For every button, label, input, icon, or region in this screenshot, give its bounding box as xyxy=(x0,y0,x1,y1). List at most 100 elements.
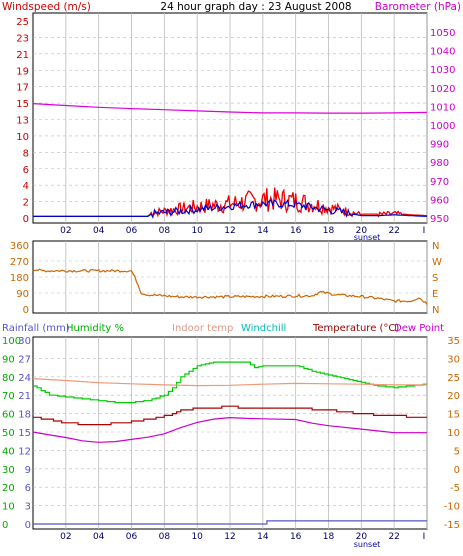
temperature-tick: 35 xyxy=(447,336,460,347)
rainfall-tick: 0 xyxy=(25,520,31,531)
rainfall-tick: 18 xyxy=(18,410,31,421)
rainfall-tick: 15 xyxy=(18,428,31,439)
hour-label: 08 xyxy=(159,532,171,542)
direction-panel-grid xyxy=(33,241,428,313)
hour-label: 16 xyxy=(290,532,302,542)
direction-line xyxy=(32,268,428,305)
rainfall-tick: 12 xyxy=(18,446,31,457)
humidity-tick-labels: 0 10 20 30 40 50 60 70 80 90 100 xyxy=(2,336,21,531)
hour-label: 06 xyxy=(126,532,138,542)
rainfall-tick: 21 xyxy=(18,391,31,402)
windspeed-tick: 4 xyxy=(23,181,29,192)
wind-line xyxy=(33,198,428,219)
windspeed-tick: 8 xyxy=(23,148,29,159)
windspeed-tick: 25 xyxy=(16,17,29,28)
windchill-label: Windchill xyxy=(241,323,286,334)
direction-degree-tick: 180 xyxy=(10,273,29,284)
rainfall-tick: 24 xyxy=(18,373,31,384)
humidity-tick: 100 xyxy=(2,336,21,347)
indoor-line xyxy=(32,378,427,387)
humidity-tick: 40 xyxy=(2,446,15,457)
windspeed-tick: 10 xyxy=(16,132,29,143)
direction-compass-tick: N xyxy=(432,305,439,316)
hour-label: 02 xyxy=(60,532,71,542)
rainfall-axis-title: Rainfall (mm) xyxy=(2,323,70,334)
hour-label: 14 xyxy=(257,226,269,236)
wind-panel-hour-labels: 02 04 06 08 10 12 14 16 18 20 22 I xyxy=(60,226,425,236)
temperature-panel-series xyxy=(32,361,427,525)
hour-label: 10 xyxy=(191,226,203,236)
windspeed-tick: 13 xyxy=(16,116,29,127)
hour-label: 10 xyxy=(191,532,203,542)
barometer-line xyxy=(32,103,428,114)
humidity-tick: 60 xyxy=(2,410,15,421)
hour-label: 20 xyxy=(356,226,368,236)
hour-label: 18 xyxy=(323,532,335,542)
rainfall-tick: 27 xyxy=(18,354,31,365)
windspeed-tick-labels: 0 2 4 6 8 10 13 15 17 19 21 23 25 xyxy=(16,17,29,225)
direction-degree-tick: 90 xyxy=(16,289,29,300)
barometer-tick: 1000 xyxy=(430,121,455,132)
direction-compass-tick: N xyxy=(432,241,439,252)
direction-compass-tick: S xyxy=(432,273,438,284)
hour-label: 14 xyxy=(257,532,269,542)
barometer-tick: 1020 xyxy=(430,84,455,95)
humidity-line xyxy=(33,361,427,404)
hour-label: 20 xyxy=(356,532,368,542)
humidity-tick: 50 xyxy=(2,428,15,439)
barometer-tick: 950 xyxy=(430,214,449,225)
humidity-tick: 80 xyxy=(2,373,15,384)
direction-compass-tick: W xyxy=(432,257,442,268)
temperature-panel-hour-labels: 02 04 06 08 10 12 14 16 18 20 22 I xyxy=(60,532,425,542)
windspeed-tick: 17 xyxy=(16,83,29,94)
direction-degree-labels: 0 90 180 270 360 xyxy=(10,241,29,316)
temperature-axis-title: Temperature (°C) xyxy=(312,323,399,334)
temperature-panel-sunset-label: sunset xyxy=(354,540,381,549)
barometer-tick: 1030 xyxy=(430,65,455,76)
dewpoint-line xyxy=(32,416,427,443)
windspeed-tick: 19 xyxy=(16,66,29,77)
hour-label: 08 xyxy=(159,226,171,236)
hour-label: 06 xyxy=(126,226,138,236)
temperature-tick: -10 xyxy=(444,502,460,513)
indoor-temp-label: Indoor temp xyxy=(172,323,233,334)
temperature-tick: 0 xyxy=(454,465,460,476)
barometer-axis-title: Barometer (hPa) xyxy=(375,1,461,13)
humidity-tick: 0 xyxy=(2,520,8,531)
rainfall-tick: 3 xyxy=(25,502,31,513)
barometer-tick: 1050 xyxy=(430,28,455,39)
dew-point-label: Dew Point xyxy=(394,323,444,334)
wind-panel-series xyxy=(32,103,428,219)
temperature-tick: 15 xyxy=(447,410,460,421)
windspeed-tick: 2 xyxy=(23,198,29,209)
windspeed-tick: 23 xyxy=(16,33,29,44)
humidity-tick: 30 xyxy=(2,465,15,476)
barometer-tick: 1040 xyxy=(430,47,455,58)
direction-degree-tick: 270 xyxy=(10,257,29,268)
humidity-axis-title: Humidity % xyxy=(66,323,124,334)
hour-label: I xyxy=(423,226,426,236)
temperature-tick: -15 xyxy=(444,520,460,531)
barometer-tick: 1010 xyxy=(430,102,455,113)
direction-compass-tick: E xyxy=(432,289,438,300)
barometer-tick: 980 xyxy=(430,158,449,169)
rainfall-tick: 9 xyxy=(25,465,31,476)
hour-label: 04 xyxy=(93,532,105,542)
temperature-tick: 10 xyxy=(447,428,460,439)
hour-label: 04 xyxy=(93,226,105,236)
humidity-tick: 70 xyxy=(2,391,15,402)
windspeed-tick: 15 xyxy=(16,99,29,110)
temperature-tick: 30 xyxy=(447,354,460,365)
hour-label: 18 xyxy=(323,226,335,236)
hour-label: 12 xyxy=(224,532,235,542)
barometer-tick: 970 xyxy=(430,177,449,188)
humidity-tick: 90 xyxy=(2,354,15,365)
windspeed-tick: 0 xyxy=(23,214,29,225)
rainfall-tick: 30 xyxy=(18,336,31,347)
temperature-tick: 25 xyxy=(447,373,460,384)
direction-degree-tick: 360 xyxy=(10,241,29,252)
hour-label: 22 xyxy=(388,226,399,236)
hour-label: I xyxy=(423,532,426,542)
windspeed-tick: 6 xyxy=(23,165,29,176)
